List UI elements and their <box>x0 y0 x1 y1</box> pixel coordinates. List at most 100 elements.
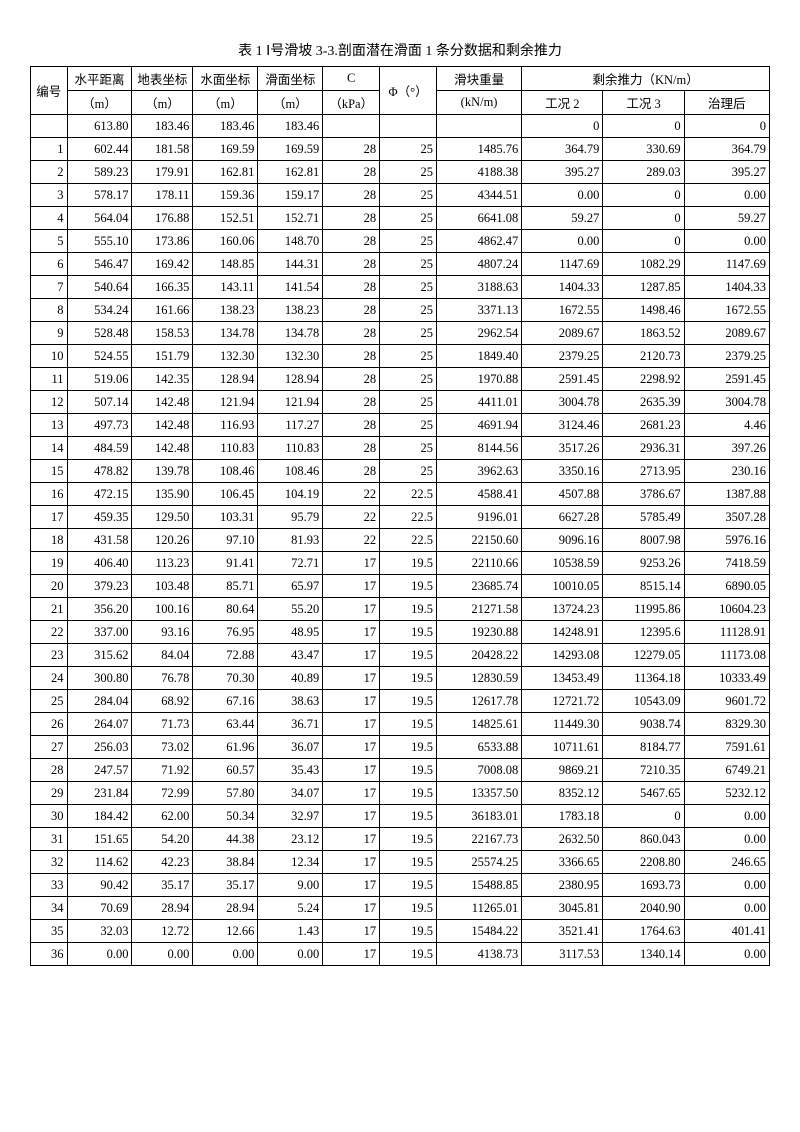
cell-r2: 0 <box>603 805 684 828</box>
cell-phi: 19.5 <box>380 828 437 851</box>
cell-sc: 38.63 <box>258 690 323 713</box>
cell-gc: 178.11 <box>132 184 193 207</box>
header-hd: 水平距离 <box>67 67 132 91</box>
cell-r3: 0.00 <box>684 828 769 851</box>
cell-wc: 72.88 <box>193 644 258 667</box>
cell-r2: 10543.09 <box>603 690 684 713</box>
cell-id: 12 <box>31 391 68 414</box>
cell-wt: 12617.78 <box>436 690 521 713</box>
cell-c: 28 <box>323 184 380 207</box>
cell-wt: 25574.25 <box>436 851 521 874</box>
cell-id: 17 <box>31 506 68 529</box>
cell-r2: 8007.98 <box>603 529 684 552</box>
cell-sc: 1.43 <box>258 920 323 943</box>
cell-id: 25 <box>31 690 68 713</box>
header-id: 编号 <box>31 67 68 115</box>
cell-r1: 3517.26 <box>522 437 603 460</box>
cell-r3: 397.26 <box>684 437 769 460</box>
cell-r2: 2713.95 <box>603 460 684 483</box>
table-row: 19406.40113.2391.4172.711719.522110.6610… <box>31 552 770 575</box>
table-row: 26264.0771.7363.4436.711719.514825.61114… <box>31 713 770 736</box>
cell-phi: 22.5 <box>380 529 437 552</box>
header-r2: 工况 3 <box>603 91 684 115</box>
cell-gc: 0.00 <box>132 943 193 966</box>
cell-r3: 0.00 <box>684 943 769 966</box>
cell-wc: 50.34 <box>193 805 258 828</box>
cell-gc: 35.17 <box>132 874 193 897</box>
cell-gc: 142.35 <box>132 368 193 391</box>
cell-r3: 0.00 <box>684 184 769 207</box>
cell-sc: 183.46 <box>258 115 323 138</box>
cell-hd: 0.00 <box>67 943 132 966</box>
cell-wt: 4691.94 <box>436 414 521 437</box>
header-sc-unit: （m） <box>258 91 323 115</box>
cell-sc: 0.00 <box>258 943 323 966</box>
table-row: 3578.17178.11159.36159.1728254344.510.00… <box>31 184 770 207</box>
cell-r1: 9096.16 <box>522 529 603 552</box>
cell-gc: 73.02 <box>132 736 193 759</box>
cell-c <box>323 115 380 138</box>
cell-c: 17 <box>323 897 380 920</box>
cell-wc: 106.45 <box>193 483 258 506</box>
cell-sc: 95.79 <box>258 506 323 529</box>
cell-phi: 19.5 <box>380 598 437 621</box>
cell-wt: 22110.66 <box>436 552 521 575</box>
cell-gc: 142.48 <box>132 437 193 460</box>
cell-c: 28 <box>323 391 380 414</box>
cell-r1: 14293.08 <box>522 644 603 667</box>
cell-r3: 2089.67 <box>684 322 769 345</box>
cell-wt: 6641.08 <box>436 207 521 230</box>
cell-phi: 25 <box>380 391 437 414</box>
table-row: 27256.0373.0261.9636.071719.56533.881071… <box>31 736 770 759</box>
table-row: 3532.0312.7212.661.431719.515484.223521.… <box>31 920 770 943</box>
cell-r1: 3124.46 <box>522 414 603 437</box>
cell-id: 19 <box>31 552 68 575</box>
cell-gc: 93.16 <box>132 621 193 644</box>
table-row: 9528.48158.53134.78134.7828252962.542089… <box>31 322 770 345</box>
cell-c: 17 <box>323 575 380 598</box>
cell-id: 13 <box>31 414 68 437</box>
cell-phi: 19.5 <box>380 782 437 805</box>
cell-gc: 103.48 <box>132 575 193 598</box>
cell-id: 7 <box>31 276 68 299</box>
cell-hd: 356.20 <box>67 598 132 621</box>
cell-r2: 1764.63 <box>603 920 684 943</box>
cell-sc: 23.12 <box>258 828 323 851</box>
cell-hd: 564.04 <box>67 207 132 230</box>
table-row: 12507.14142.48121.94121.9428254411.01300… <box>31 391 770 414</box>
table-row: 2589.23179.91162.81162.8128254188.38395.… <box>31 161 770 184</box>
cell-wt: 3188.63 <box>436 276 521 299</box>
cell-hd: 90.42 <box>67 874 132 897</box>
cell-id: 28 <box>31 759 68 782</box>
cell-r2: 1340.14 <box>603 943 684 966</box>
cell-r1: 1147.69 <box>522 253 603 276</box>
cell-hd: 534.24 <box>67 299 132 322</box>
cell-r3: 3004.78 <box>684 391 769 414</box>
cell-gc: 129.50 <box>132 506 193 529</box>
cell-id: 36 <box>31 943 68 966</box>
cell-r2: 12395.6 <box>603 621 684 644</box>
cell-id: 9 <box>31 322 68 345</box>
cell-hd: 528.48 <box>67 322 132 345</box>
cell-wc: 162.81 <box>193 161 258 184</box>
cell-r1: 2089.67 <box>522 322 603 345</box>
cell-hd: 337.00 <box>67 621 132 644</box>
cell-gc: 181.58 <box>132 138 193 161</box>
cell-r3: 0.00 <box>684 897 769 920</box>
cell-r3: 0.00 <box>684 874 769 897</box>
cell-r1: 12721.72 <box>522 690 603 713</box>
table-row: 30184.4262.0050.3432.971719.536183.01178… <box>31 805 770 828</box>
cell-r1: 1783.18 <box>522 805 603 828</box>
cell-sc: 32.97 <box>258 805 323 828</box>
cell-wt: 4411.01 <box>436 391 521 414</box>
table-header: 编号 水平距离 地表坐标 水面坐标 滑面坐标 C Φ（°） 滑块重量 剩余推力（… <box>31 67 770 115</box>
cell-wc: 44.38 <box>193 828 258 851</box>
cell-phi: 19.5 <box>380 552 437 575</box>
cell-r3: 7418.59 <box>684 552 769 575</box>
table-row: 613.80183.46183.46183.46000 <box>31 115 770 138</box>
cell-wt <box>436 115 521 138</box>
table-row: 25284.0468.9267.1638.631719.512617.78127… <box>31 690 770 713</box>
cell-r3: 4.46 <box>684 414 769 437</box>
cell-hd: 431.58 <box>67 529 132 552</box>
cell-wc: 152.51 <box>193 207 258 230</box>
